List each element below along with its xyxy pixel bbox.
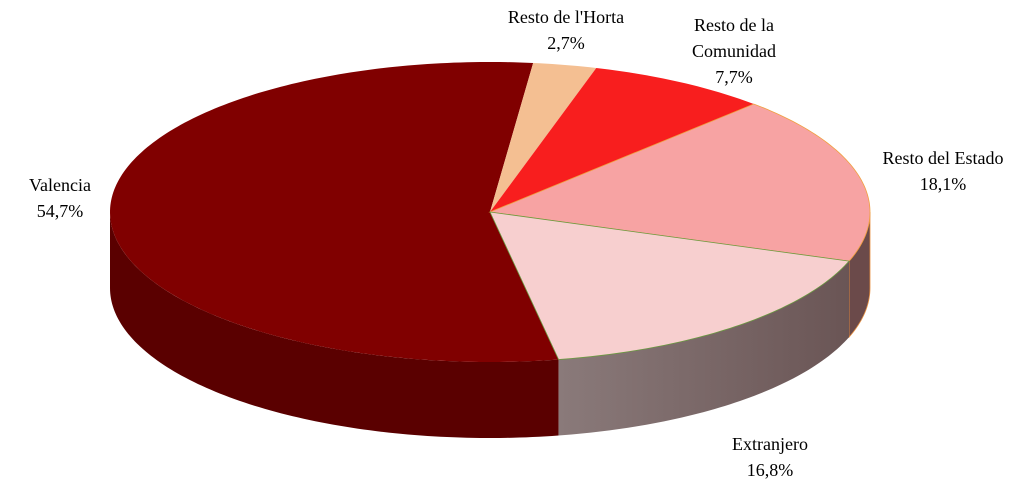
category-label: Resto del Estado bbox=[882, 148, 1004, 168]
value-label: 18,1% bbox=[919, 174, 967, 194]
slice-side bbox=[110, 212, 559, 438]
slice bbox=[489, 211, 850, 360]
slice-label: Valencia 54,7% bbox=[29, 172, 91, 224]
slice-label: Resto de la Comunidad 7,7% bbox=[669, 12, 799, 90]
value-label: 54,7% bbox=[36, 201, 84, 221]
slice bbox=[488, 103, 871, 262]
slice-side bbox=[558, 261, 850, 436]
slice bbox=[490, 62, 597, 213]
category-label: Resto de l'Horta bbox=[507, 7, 625, 27]
slice bbox=[490, 67, 754, 212]
slice bbox=[110, 62, 559, 362]
value-label: 16,8% bbox=[746, 460, 794, 480]
slice-label: Extranjero 16,8% bbox=[732, 431, 808, 482]
value-label: 7,7% bbox=[715, 67, 753, 87]
slice-label: Resto de l'Horta 2,7% bbox=[508, 4, 624, 56]
value-label: 2,7% bbox=[547, 33, 585, 53]
category-label: Extranjero bbox=[732, 434, 808, 454]
slice-label: Resto del Estado 18,1% bbox=[883, 145, 1004, 197]
category-label: Valencia bbox=[29, 175, 91, 195]
category-label: Resto de la Comunidad bbox=[692, 15, 776, 61]
